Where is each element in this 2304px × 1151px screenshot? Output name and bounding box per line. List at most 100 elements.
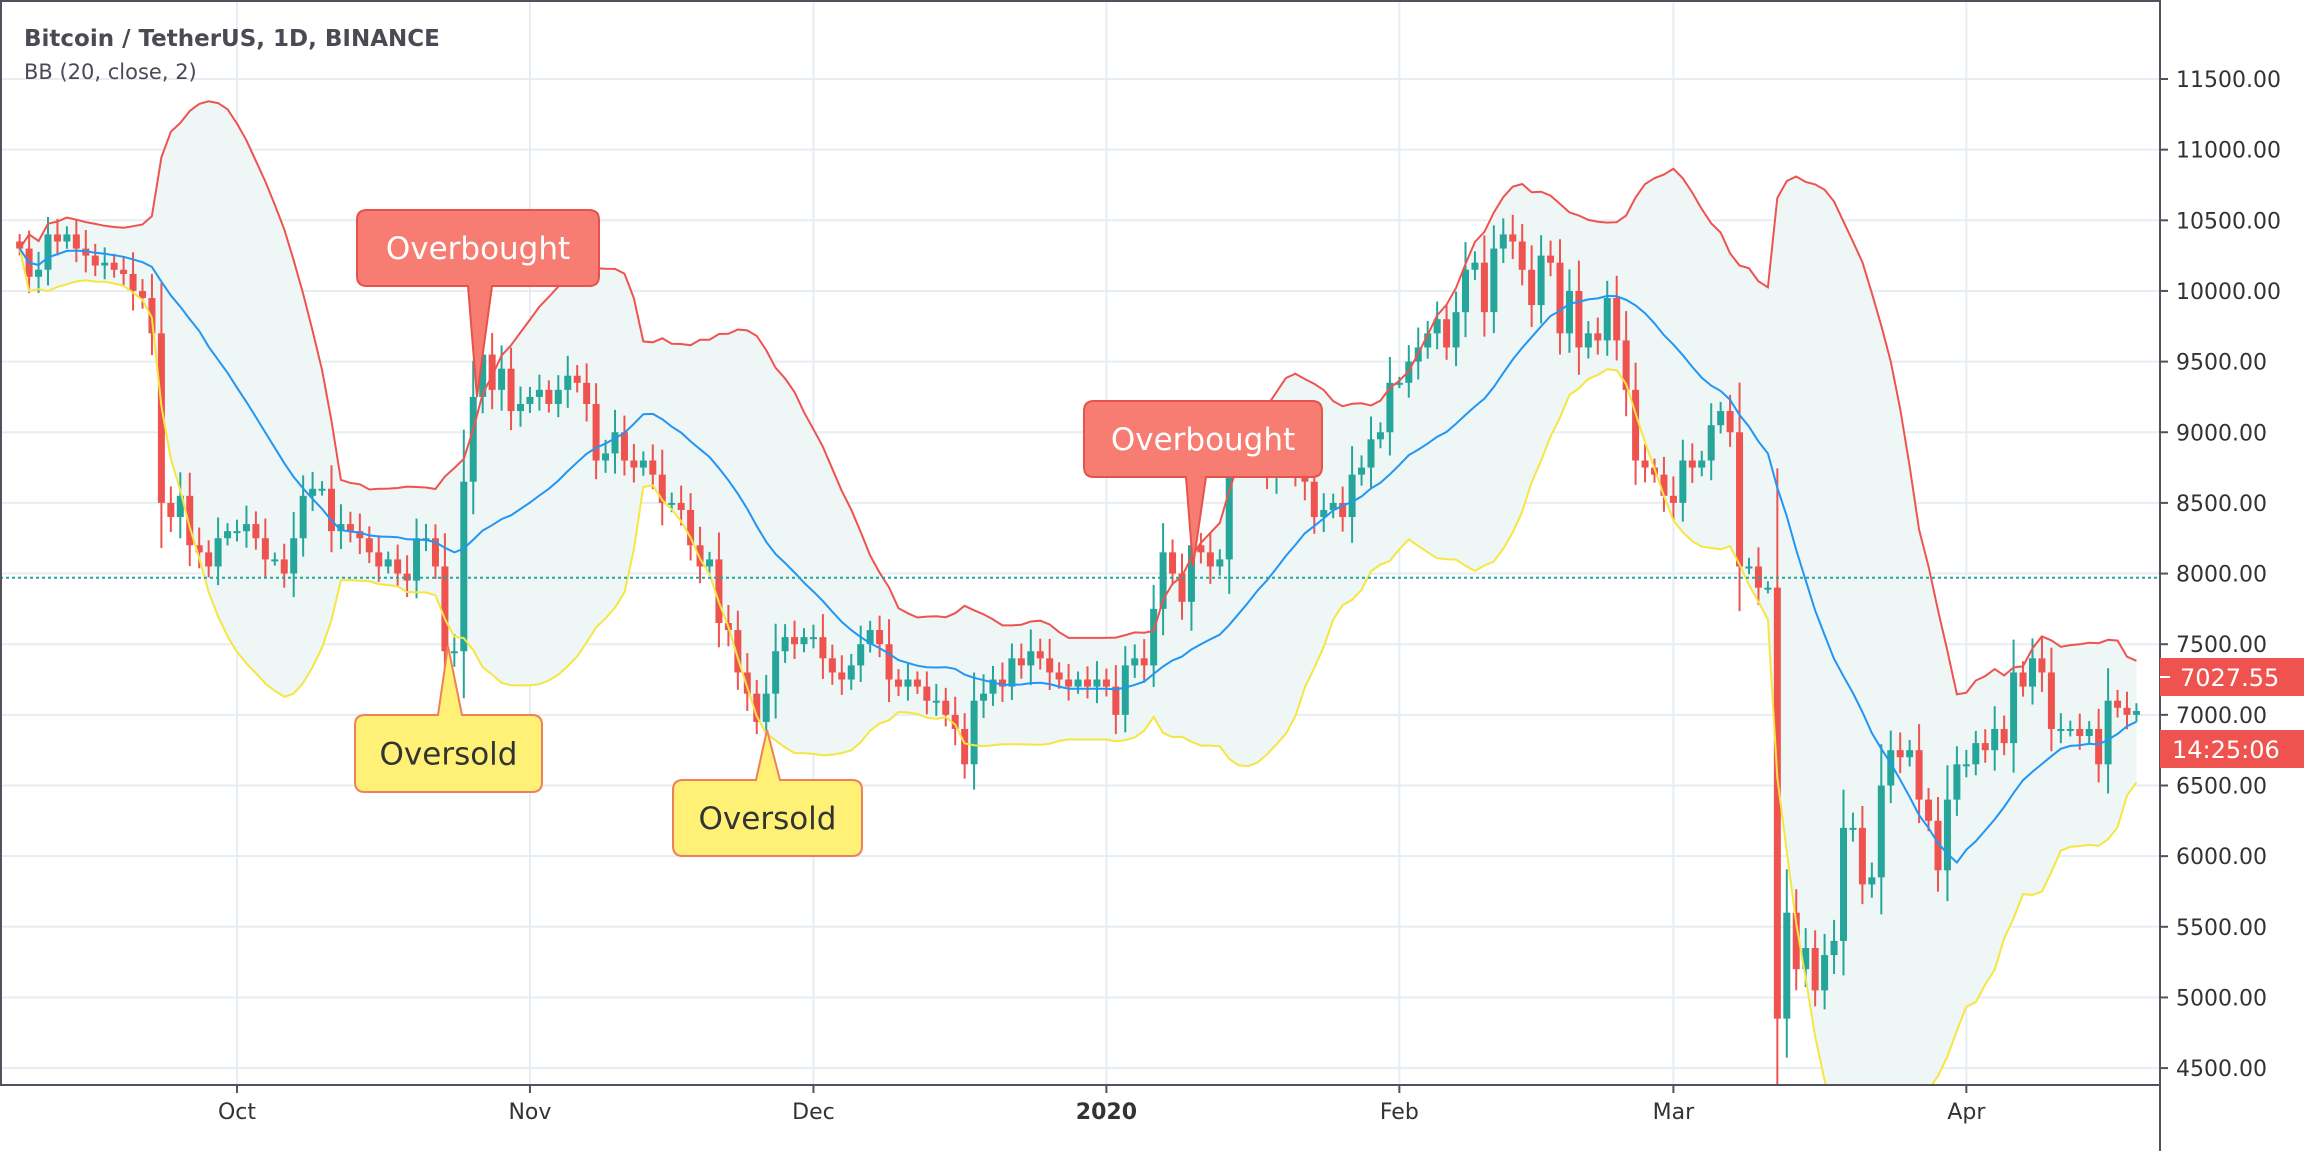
candle[interactable] — [375, 535, 383, 582]
candle[interactable] — [762, 674, 770, 739]
candle[interactable] — [1131, 644, 1139, 678]
candle[interactable] — [403, 555, 411, 598]
candle[interactable] — [1150, 584, 1158, 688]
candle[interactable] — [1008, 643, 1016, 700]
candle[interactable] — [1528, 245, 1536, 328]
candle[interactable] — [328, 465, 335, 553]
candle[interactable] — [413, 518, 421, 599]
candle[interactable] — [507, 347, 515, 431]
candle[interactable] — [620, 415, 628, 476]
candle[interactable] — [431, 524, 439, 579]
candle[interactable] — [1471, 251, 1479, 280]
candle[interactable] — [129, 252, 137, 311]
candle[interactable] — [809, 624, 817, 649]
candle[interactable] — [1462, 242, 1469, 338]
candle[interactable] — [1603, 280, 1611, 356]
candle[interactable] — [611, 409, 619, 474]
candle[interactable] — [876, 615, 884, 658]
candle[interactable] — [526, 386, 534, 413]
candle[interactable] — [1452, 291, 1460, 367]
candle[interactable] — [2010, 639, 2018, 773]
candle[interactable] — [1074, 671, 1082, 694]
candle[interactable] — [2066, 720, 2074, 737]
candle[interactable] — [545, 380, 553, 413]
candle[interactable] — [942, 687, 950, 727]
candle[interactable] — [365, 526, 373, 564]
candle[interactable] — [573, 365, 581, 393]
candle[interactable] — [44, 216, 52, 286]
candle[interactable] — [734, 610, 742, 690]
candle[interactable] — [715, 532, 723, 648]
candle[interactable] — [904, 663, 912, 701]
candle[interactable] — [687, 493, 695, 561]
candle[interactable] — [1707, 403, 1715, 481]
candle[interactable] — [384, 551, 392, 574]
candle[interactable] — [139, 279, 146, 309]
candle[interactable] — [1783, 869, 1791, 1058]
candle[interactable] — [1764, 581, 1772, 594]
candle[interactable] — [1726, 394, 1734, 447]
candle[interactable] — [2123, 691, 2131, 730]
candle[interactable] — [1339, 486, 1347, 532]
candle[interactable] — [1613, 275, 1621, 361]
candle[interactable] — [1887, 730, 1895, 804]
candle[interactable] — [280, 543, 288, 588]
candle[interactable] — [1736, 382, 1744, 612]
candle[interactable] — [583, 363, 591, 422]
candle[interactable] — [252, 511, 260, 550]
candle[interactable] — [1849, 812, 1857, 842]
candle[interactable] — [35, 251, 43, 293]
candle[interactable] — [1376, 422, 1384, 449]
candle[interactable] — [1490, 225, 1498, 334]
candle[interactable] — [743, 653, 751, 712]
candle[interactable] — [2047, 647, 2055, 752]
candle[interactable] — [885, 619, 893, 702]
candle[interactable] — [214, 517, 222, 586]
candle[interactable] — [309, 471, 317, 512]
candle[interactable] — [224, 523, 232, 546]
candle[interactable] — [1084, 666, 1091, 699]
candle[interactable] — [1093, 661, 1101, 704]
candle[interactable] — [1565, 269, 1573, 353]
candle[interactable] — [1972, 730, 1980, 776]
candle[interactable] — [1962, 749, 1970, 778]
candle[interactable] — [337, 504, 345, 550]
candle[interactable] — [1036, 638, 1044, 670]
candle[interactable] — [205, 540, 213, 578]
candle[interactable] — [1698, 450, 1706, 477]
candle[interactable] — [72, 219, 80, 263]
candle[interactable] — [1206, 532, 1214, 584]
candle[interactable] — [781, 624, 789, 663]
candle[interactable] — [1433, 301, 1441, 350]
candle[interactable] — [1443, 305, 1451, 360]
candle[interactable] — [772, 623, 780, 719]
candle[interactable] — [1556, 239, 1564, 355]
candle[interactable] — [318, 481, 326, 496]
candle[interactable] — [1868, 862, 1876, 898]
candle[interactable] — [2114, 689, 2122, 718]
candle[interactable] — [186, 472, 194, 567]
candle[interactable] — [1953, 746, 1961, 816]
candle[interactable] — [866, 620, 874, 653]
candle[interactable] — [1065, 664, 1073, 701]
candle[interactable] — [1991, 706, 1999, 771]
candle[interactable] — [1159, 523, 1167, 636]
candle[interactable] — [233, 519, 241, 542]
candle[interactable] — [148, 273, 156, 356]
candle[interactable] — [157, 283, 165, 549]
candle[interactable] — [554, 375, 562, 418]
candle[interactable] — [1367, 416, 1375, 489]
candle[interactable] — [63, 226, 71, 249]
candle[interactable] — [2076, 713, 2084, 750]
candle[interactable] — [346, 511, 354, 543]
candle[interactable] — [1121, 646, 1129, 733]
candle[interactable] — [980, 674, 988, 719]
candle[interactable] — [838, 655, 846, 695]
candle[interactable] — [677, 485, 685, 526]
indicator-label[interactable]: BB (20, close, 2) — [24, 60, 197, 84]
candle[interactable] — [441, 533, 449, 682]
candle[interactable] — [1178, 553, 1186, 620]
candle[interactable] — [1518, 224, 1526, 286]
